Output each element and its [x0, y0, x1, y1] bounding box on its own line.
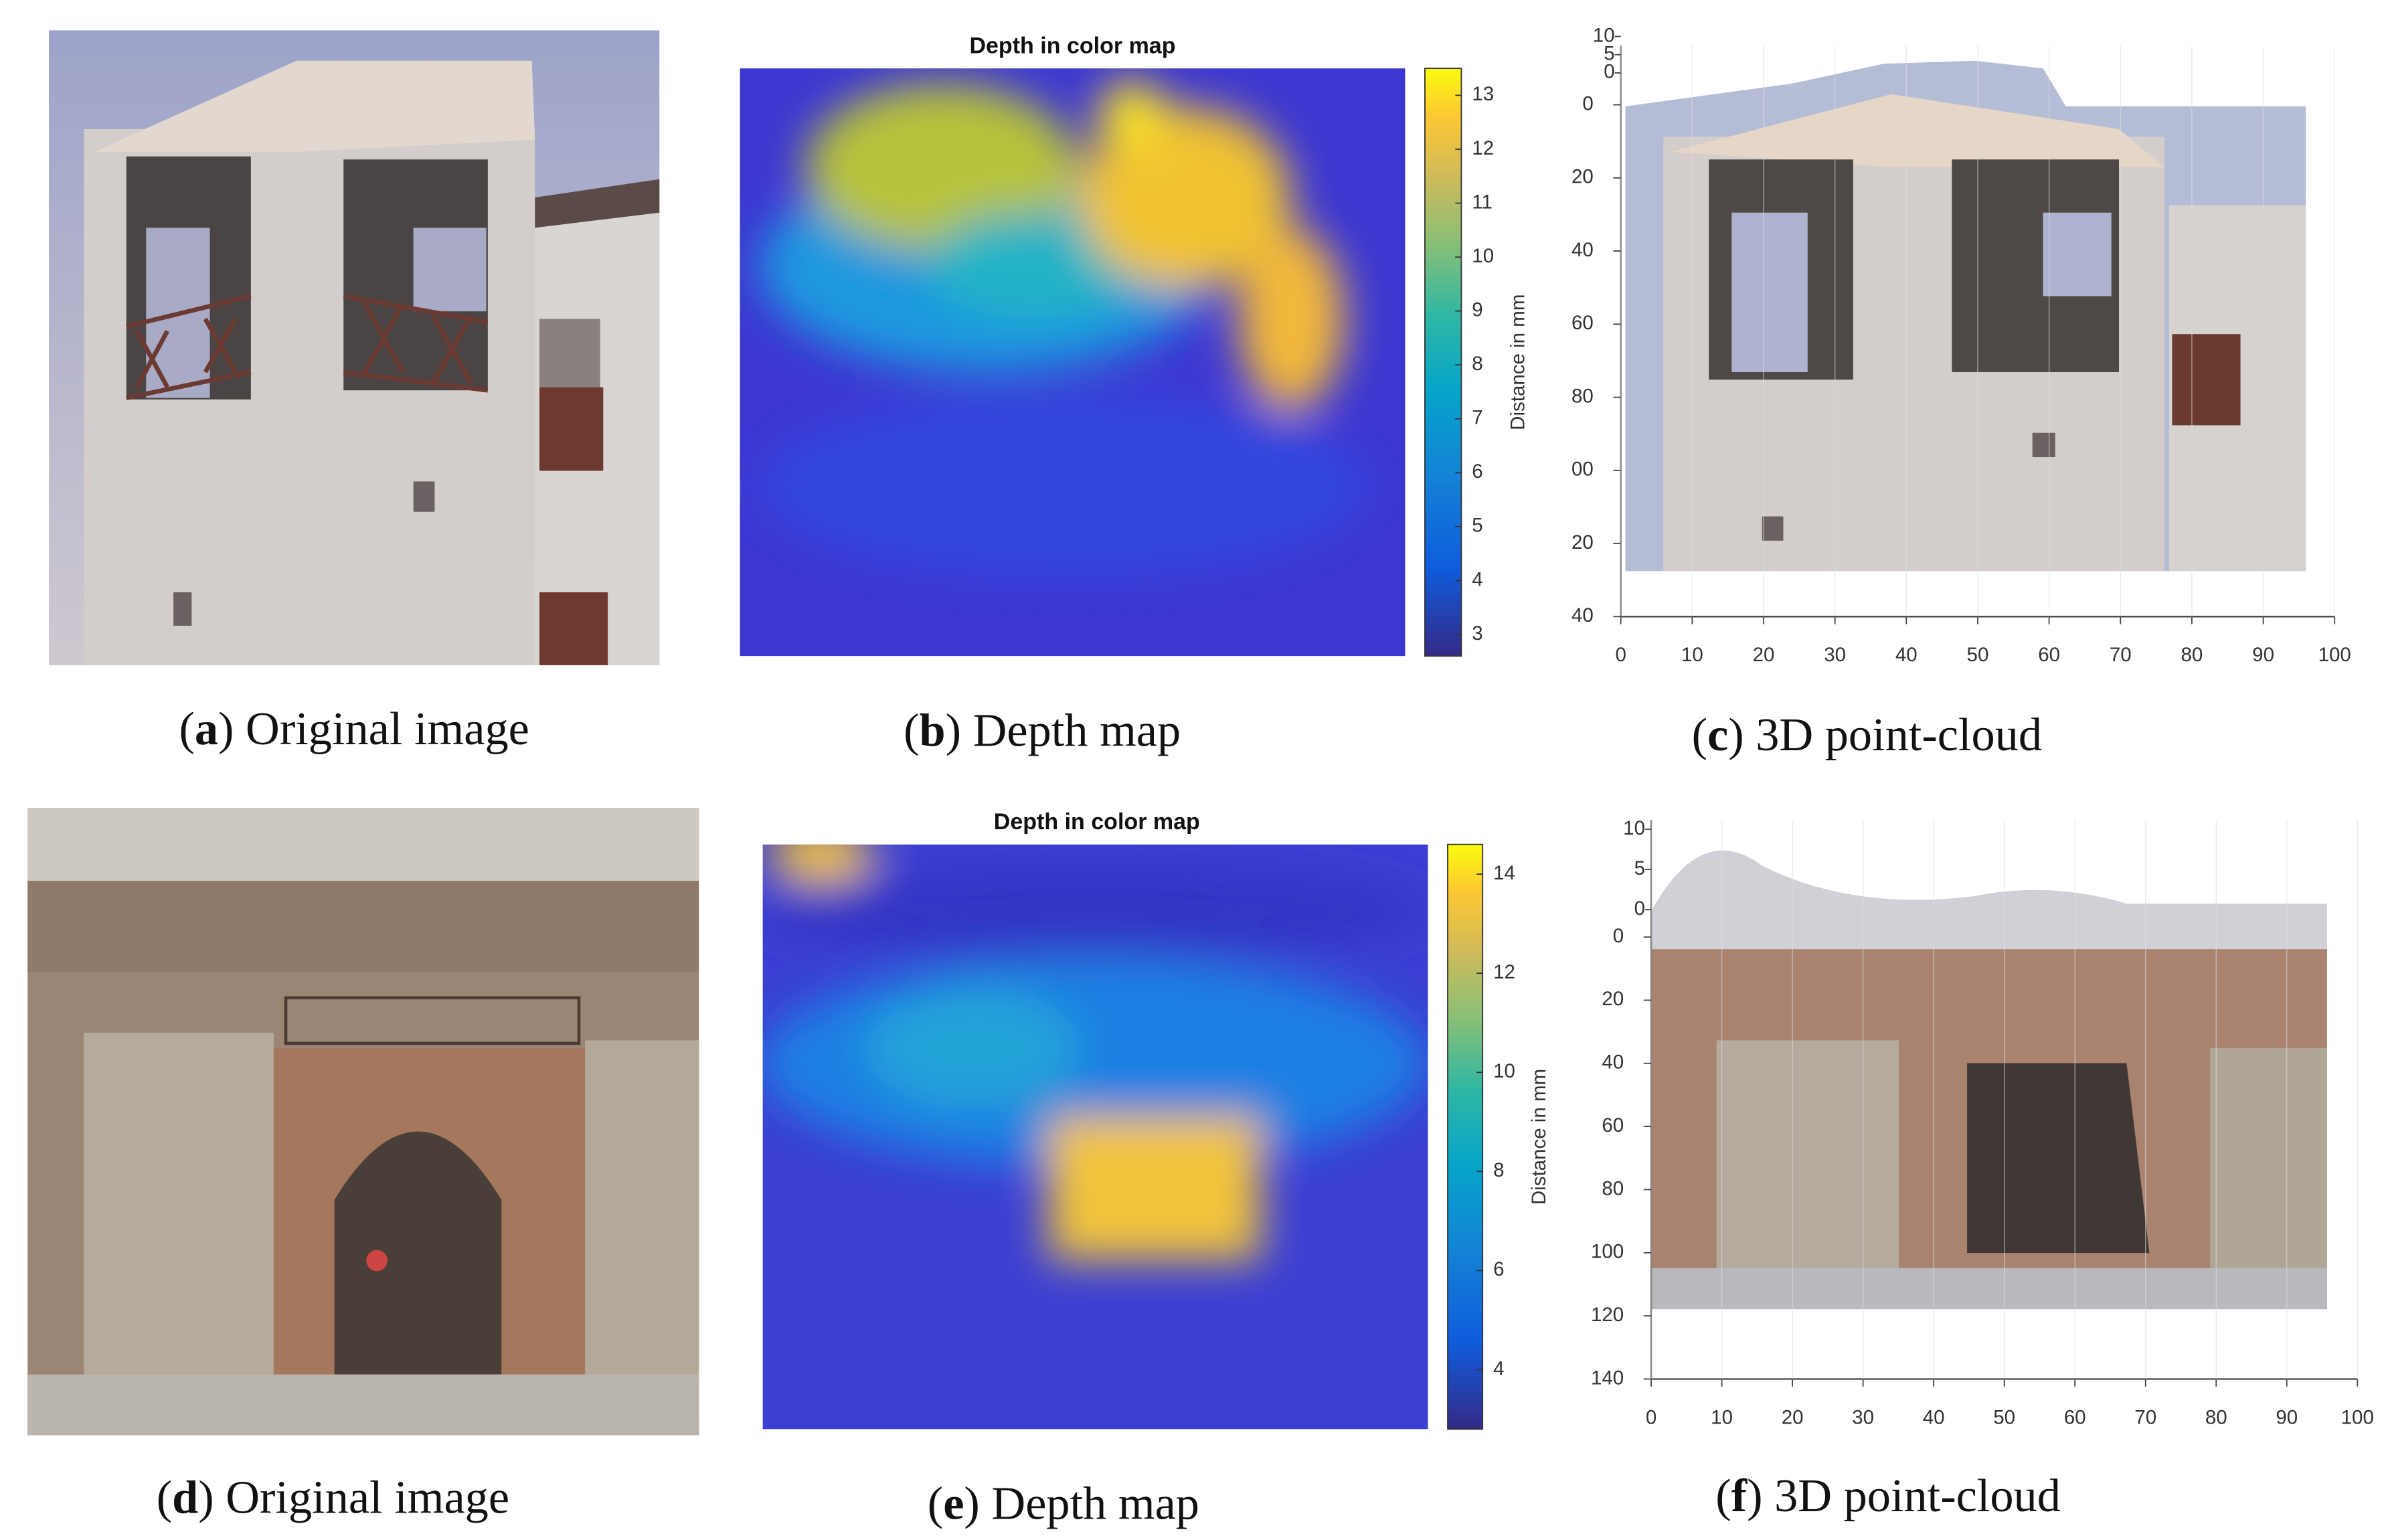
x-tick-label: 100 — [2318, 644, 2351, 666]
colorbar-tick-label: 13 — [1472, 83, 1494, 105]
photo-tower — [49, 30, 660, 665]
colorbar-tick-label: 8 — [1493, 1159, 1504, 1181]
caption-text: ) 3D point-cloud — [1747, 1470, 2061, 1522]
y-tick-label: 80 — [1602, 1177, 1624, 1199]
colorbar — [1447, 843, 1484, 1430]
colorbar-tick-label: 8 — [1472, 353, 1482, 375]
plot-title: Depth in color map — [969, 33, 1175, 58]
colorbar-tick-label: 14 — [1493, 862, 1515, 884]
y-tick-label: 120 — [1591, 1304, 1624, 1326]
colorbar-label: Distance in mm — [1528, 1069, 1550, 1205]
caption-open: ( — [157, 1471, 172, 1523]
colorbar-tick-label: 12 — [1472, 137, 1494, 159]
depth-image — [740, 68, 1406, 657]
colorbar-tick-label: 4 — [1493, 1357, 1504, 1379]
x-tick-label: 80 — [2181, 644, 2203, 666]
caption-text: ) Original image — [198, 1471, 509, 1523]
colorbar-tick-label: 12 — [1493, 961, 1515, 983]
caption: (c) 3D point-cloud — [1692, 709, 2042, 761]
caption-label: c — [1707, 709, 1728, 761]
x-tick-label: 100 — [2341, 1406, 2374, 1428]
caption-open: ( — [1715, 1470, 1731, 1522]
caption: (f) 3D point-cloud — [1715, 1470, 2061, 1522]
pointcloud-image — [1651, 850, 2327, 1310]
y-tick-label: 20 — [1602, 988, 1624, 1010]
colorbar-tick-label: 3 — [1472, 622, 1482, 645]
y-tick-label: 60 — [1602, 1114, 1624, 1136]
colorbar-tick-label: 9 — [1472, 298, 1482, 321]
caption: (b) Depth map — [904, 704, 1181, 756]
x-tick-label: 40 — [1923, 1406, 1945, 1428]
caption: (d) Original image — [157, 1471, 509, 1523]
y-tick-label: 40 — [1602, 1051, 1624, 1074]
colorbar — [1424, 68, 1462, 657]
x-tick-label: 50 — [1967, 644, 1989, 666]
caption-open: ( — [928, 1477, 943, 1529]
caption-label: d — [172, 1471, 198, 1523]
x-tick-label: 90 — [2252, 644, 2274, 666]
x-tick-label: 0 — [1646, 1406, 1656, 1428]
x-tick-label: 40 — [1895, 644, 1918, 666]
y-tick-label: 100 — [1591, 1241, 1624, 1263]
z-tick-label: 10 — [1593, 24, 1615, 46]
y-tick-label: 0 — [1582, 92, 1593, 114]
colorbar-tick-label: 7 — [1472, 407, 1482, 429]
caption-label: e — [943, 1477, 964, 1529]
caption-label: f — [1731, 1470, 1748, 1522]
caption-text: ) Original image — [218, 703, 529, 755]
plot-title: Depth in color map — [994, 809, 1200, 835]
caption: (e) Depth map — [928, 1477, 1199, 1529]
x-tick-label: 80 — [2205, 1406, 2227, 1428]
caption-text: ) Depth map — [964, 1477, 1199, 1529]
x-tick-label: 30 — [1852, 1406, 1874, 1428]
x-tick-label: 60 — [2064, 1406, 2086, 1428]
colorbar-tick-label: 6 — [1472, 460, 1482, 483]
depth-image — [762, 844, 1428, 1430]
x-tick-label: 10 — [1681, 644, 1703, 666]
x-tick-label: 50 — [1993, 1406, 2015, 1428]
x-tick-label: 0 — [1615, 644, 1626, 666]
x-tick-label: 20 — [1753, 644, 1775, 666]
caption-text: ) 3D point-cloud — [1728, 709, 2042, 761]
z-tick-label: 5 — [1604, 42, 1614, 64]
caption: (a) Original image — [179, 703, 529, 755]
colorbar-tick-label: 5 — [1472, 515, 1482, 537]
x-tick-label: 10 — [1711, 1406, 1733, 1428]
x-tick-label: 70 — [2110, 644, 2132, 666]
y-tick-label: 20 — [1571, 166, 1594, 188]
z-tick-label: 0 — [1634, 897, 1645, 920]
caption-open: ( — [904, 704, 919, 756]
pointcloud-image — [1625, 60, 2306, 572]
y-tick-label: 0 — [1613, 925, 1624, 947]
caption-label: a — [195, 703, 218, 755]
y-tick-label: 80 — [1571, 385, 1594, 407]
y-tick-label: 20 — [1571, 531, 1594, 553]
y-tick-label: 00 — [1571, 458, 1594, 481]
colorbar-tick-label: 11 — [1472, 191, 1493, 213]
y-tick-label: 140 — [1591, 1367, 1624, 1389]
x-tick-label: 70 — [2134, 1406, 2156, 1428]
z-tick-label: 0 — [1604, 61, 1614, 83]
x-tick-label: 60 — [2038, 644, 2060, 666]
z-tick-label: 10 — [1623, 817, 1645, 839]
caption-open: ( — [1692, 709, 1707, 761]
z-tick-label: 5 — [1634, 857, 1645, 879]
y-tick-label: 40 — [1571, 239, 1594, 261]
x-tick-label: 20 — [1782, 1406, 1804, 1428]
colorbar-tick-label: 10 — [1472, 245, 1494, 267]
y-tick-label: 60 — [1571, 312, 1594, 334]
photo-gate — [27, 808, 699, 1436]
colorbar-tick-label: 6 — [1493, 1258, 1504, 1280]
colorbar-label: Distance in mm — [1507, 294, 1529, 430]
caption-label: b — [919, 704, 945, 756]
y-tick-label: 40 — [1571, 604, 1594, 626]
colorbar-tick-label: 10 — [1493, 1060, 1515, 1082]
x-tick-label: 90 — [2276, 1406, 2298, 1428]
colorbar-tick-label: 4 — [1472, 568, 1482, 590]
x-tick-label: 30 — [1824, 644, 1846, 666]
caption-open: ( — [179, 703, 194, 755]
caption-text: ) Depth map — [946, 704, 1181, 756]
